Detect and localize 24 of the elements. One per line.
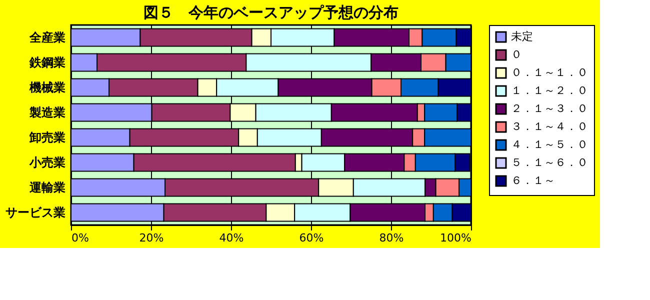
legend-label: ５．１～６．０ [511,156,588,169]
chart-title: 図５ 今年のベースアップ予想の分布 [144,4,398,22]
legend-label: 未定 [511,30,533,43]
legend-label: ０ [511,48,522,61]
x-tick-label: 60% [299,232,324,244]
legend-label: ３．１～４．０ [511,120,588,133]
x-tick-label: 0% [72,232,89,244]
legend-label: ６．１～ [511,174,555,187]
legend-label: １．１～２．０ [511,84,588,97]
y-tick-label: 卸売業 [28,130,66,144]
x-tick-label: 20% [139,232,164,244]
legend-label: ４．１～５．０ [511,138,588,151]
legend-label: ０．１～１．０ [511,66,588,79]
y-tick-label: 運輸業 [28,180,66,194]
y-tick-label: 鉄鋼業 [28,56,66,70]
y-tick-label: 機械業 [28,80,66,94]
y-tick-label: 製造業 [28,106,66,120]
x-tick-label: 80% [379,232,404,244]
y-tick-label: 小売業 [28,156,66,170]
y-tick-label: 全産業 [28,30,66,44]
legend-label: ２．１～３．０ [511,102,588,115]
y-tick-label: サービス業 [6,206,66,220]
x-tick-label: 40% [219,232,244,244]
x-tick-label: 100% [440,232,472,244]
